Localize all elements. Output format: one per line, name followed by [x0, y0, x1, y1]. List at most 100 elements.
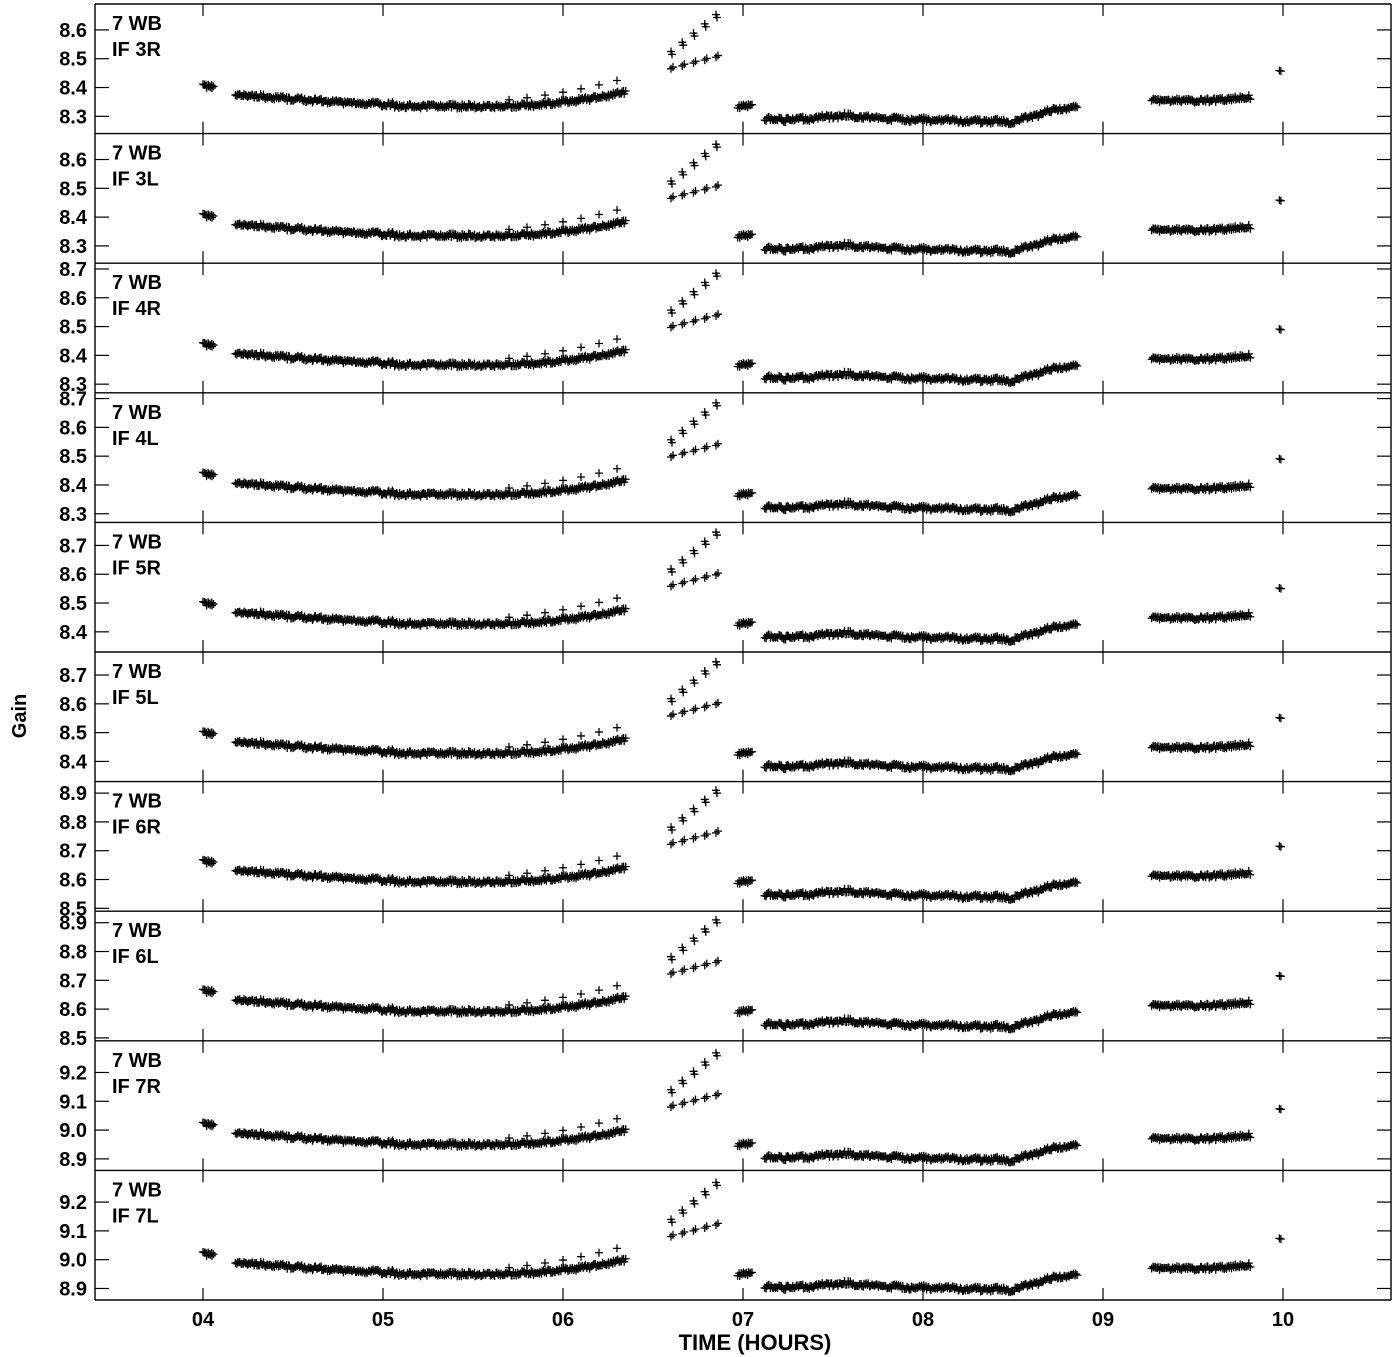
y-tick-label: 8.7 [59, 535, 87, 557]
data-point [702, 54, 711, 63]
panel-label-antenna: 7 WB [112, 661, 162, 683]
data-point [505, 483, 513, 492]
data-point [714, 698, 722, 707]
data-point [678, 320, 687, 329]
data-point [689, 188, 698, 197]
data-point [712, 700, 720, 709]
y-tick-label: 8.4 [59, 345, 88, 367]
panel-label-antenna: 7 WB [112, 143, 162, 165]
data-point [669, 710, 677, 719]
data-point [714, 439, 722, 448]
data-point [691, 574, 700, 583]
y-tick-label: 8.3 [59, 504, 87, 526]
data-point [559, 217, 567, 226]
data-point [667, 64, 675, 73]
y-tick-label: 8.7 [59, 259, 87, 281]
data-point [595, 469, 603, 478]
data-point [680, 448, 689, 457]
data-point [712, 570, 720, 579]
data-point [505, 742, 513, 751]
data-point [577, 473, 585, 482]
data-point [702, 442, 711, 451]
data-point [700, 314, 709, 323]
data-point [712, 53, 720, 62]
data-point [613, 335, 621, 344]
panel-label-if: IF 4L [112, 428, 159, 450]
y-tick-label: 8.5 [59, 593, 87, 615]
data-points [199, 528, 1285, 646]
panel-label-antenna: 7 WB [112, 402, 162, 424]
data-point [577, 602, 585, 611]
panel-1: 8.3 8.4 8.5 8.6 7 WB IF 3R [59, 3, 1392, 134]
y-tick-label: 8.6 [59, 564, 87, 586]
data-point [689, 706, 698, 715]
data-point [505, 613, 513, 622]
data-point [712, 441, 720, 450]
data-point [714, 181, 722, 190]
data-point [595, 210, 603, 219]
data-point [691, 315, 700, 324]
data-point [680, 60, 689, 69]
data-points [199, 269, 1285, 387]
panel-label-if: IF 5L [112, 687, 159, 709]
data-point [559, 346, 567, 355]
data-point [667, 453, 675, 462]
y-tick-label: 8.5 [59, 49, 87, 71]
data-point [702, 313, 711, 322]
data-point [595, 339, 603, 348]
y-tick-label: 8.5 [59, 178, 87, 200]
y-tick-label: 8.4 [59, 78, 88, 100]
panel-label-antenna: 7 WB [112, 531, 162, 553]
y-tick-label: 8.4 [59, 207, 88, 229]
data-point [700, 573, 709, 582]
data-point [712, 182, 720, 191]
data-point [712, 311, 720, 320]
data-point [1276, 714, 1285, 723]
data-point [208, 84, 216, 93]
panel-label-antenna: 7 WB [112, 13, 162, 35]
data-point [1071, 101, 1080, 110]
data-point [714, 569, 722, 578]
data-point [689, 317, 698, 326]
data-point [702, 571, 711, 580]
data-point [700, 703, 709, 712]
data-point [702, 701, 711, 710]
data-points [199, 657, 1285, 776]
data-point [577, 214, 585, 223]
data-point [678, 709, 687, 718]
y-tick-label: 8.6 [59, 20, 87, 42]
data-point [505, 225, 513, 234]
data-point [748, 100, 757, 109]
data-point [667, 582, 675, 591]
y-tick-label: 8.5 [59, 723, 87, 745]
data-point [1276, 325, 1285, 334]
panel-label-if: IF 4R [112, 298, 161, 320]
y-tick-label: 8.4 [59, 475, 88, 497]
data-point [700, 444, 709, 453]
data-point [689, 576, 698, 585]
data-point [689, 447, 698, 456]
data-point [669, 451, 677, 460]
data-point [559, 605, 567, 614]
data-point [621, 87, 630, 96]
data-point [714, 51, 722, 60]
y-tick-label: 8.3 [59, 106, 87, 128]
data-point [1276, 67, 1285, 76]
data-point [613, 464, 621, 473]
data-point [613, 76, 621, 85]
y-tick-label: 8.6 [59, 150, 87, 172]
panels-group: 8.3 8.4 8.5 8.6 7 WB IF 3R 8.3 8.4 8.5 8.6 7 WB IF … [59, 3, 1392, 1300]
data-point [678, 579, 687, 588]
data-point [700, 56, 709, 65]
panel-label-if: IF 3R [112, 39, 161, 61]
data-point [1276, 196, 1285, 205]
data-point [559, 735, 567, 744]
data-point [691, 57, 700, 66]
data-point [678, 191, 687, 200]
data-point [577, 731, 585, 740]
data-points [199, 398, 1285, 517]
data-point [691, 445, 700, 454]
